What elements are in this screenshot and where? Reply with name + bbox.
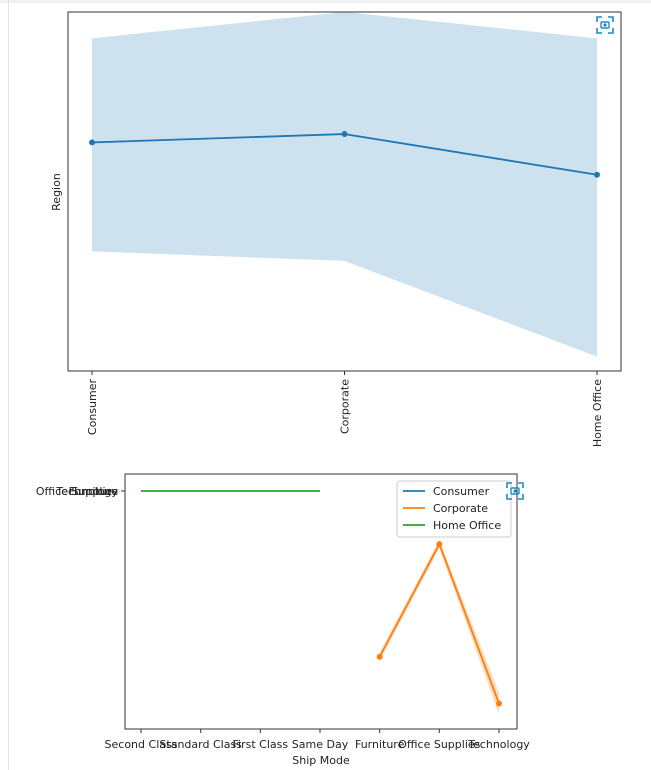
series-line	[378, 541, 500, 704]
x-tick-label: Furniture	[355, 738, 405, 751]
data-point	[376, 653, 383, 660]
x-tick-label: Standard Class	[159, 738, 242, 751]
x-tick-label: Home Office	[591, 379, 604, 447]
confidence-band	[379, 539, 499, 715]
data-point	[594, 171, 600, 178]
x-axis-label: Ship Mode	[292, 754, 350, 767]
camera-capture-icon	[596, 16, 614, 34]
x-tick-label: Consumer	[86, 379, 99, 436]
camera-capture-icon	[506, 482, 524, 500]
data-point	[496, 700, 502, 707]
data-point	[89, 139, 95, 146]
y-tick-label: Technology	[55, 485, 118, 498]
plot-frame	[124, 473, 518, 730]
chart-region-by-segment: Consumer Corporate Home Office Region	[50, 11, 622, 447]
x-tick-label: Office Supplies	[398, 738, 480, 751]
y-tick-label: Furniture	[69, 485, 119, 498]
legend-label: Consumer	[433, 485, 490, 498]
screenshot-button-chart-2[interactable]	[504, 480, 526, 502]
legend-label: Corporate	[433, 502, 488, 515]
confidence-band	[92, 12, 597, 357]
x-tick-label: Corporate	[339, 379, 352, 434]
x-tick-label: Technology	[467, 738, 530, 751]
cell-left-border	[8, 0, 9, 770]
legend-label: Home Office	[433, 519, 501, 532]
y-tick-label: Office Supplies	[36, 485, 118, 498]
cell-top-bar	[0, 0, 651, 3]
x-tick-label: First Class	[233, 738, 289, 751]
x-tick-label: Same Day	[292, 738, 349, 751]
data-point	[436, 541, 443, 548]
legend-box	[396, 480, 512, 538]
x-tick-label: Second Class	[105, 738, 178, 751]
data-point	[341, 131, 348, 138]
y-axis-label: Region	[50, 173, 63, 211]
screenshot-button-chart-1[interactable]	[594, 14, 616, 36]
